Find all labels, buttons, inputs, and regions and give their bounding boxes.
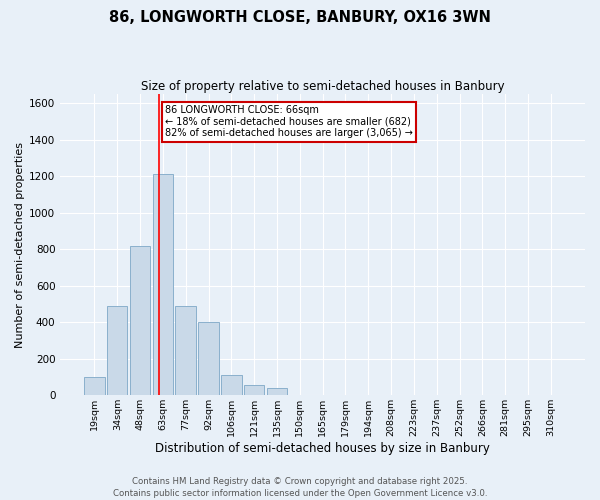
Text: 86, LONGWORTH CLOSE, BANBURY, OX16 3WN: 86, LONGWORTH CLOSE, BANBURY, OX16 3WN bbox=[109, 10, 491, 25]
Y-axis label: Number of semi-detached properties: Number of semi-detached properties bbox=[15, 142, 25, 348]
Bar bbox=[221, 375, 242, 396]
Bar bbox=[175, 306, 196, 396]
Text: Contains HM Land Registry data © Crown copyright and database right 2025.
Contai: Contains HM Land Registry data © Crown c… bbox=[113, 476, 487, 498]
Bar bbox=[84, 377, 104, 396]
Bar bbox=[107, 306, 127, 396]
Text: 86 LONGWORTH CLOSE: 66sqm
← 18% of semi-detached houses are smaller (682)
82% of: 86 LONGWORTH CLOSE: 66sqm ← 18% of semi-… bbox=[165, 105, 413, 138]
Bar bbox=[267, 388, 287, 396]
Title: Size of property relative to semi-detached houses in Banbury: Size of property relative to semi-detach… bbox=[141, 80, 505, 93]
Bar bbox=[244, 386, 265, 396]
X-axis label: Distribution of semi-detached houses by size in Banbury: Distribution of semi-detached houses by … bbox=[155, 442, 490, 455]
Bar bbox=[198, 322, 219, 396]
Bar bbox=[130, 246, 151, 396]
Bar bbox=[152, 174, 173, 396]
